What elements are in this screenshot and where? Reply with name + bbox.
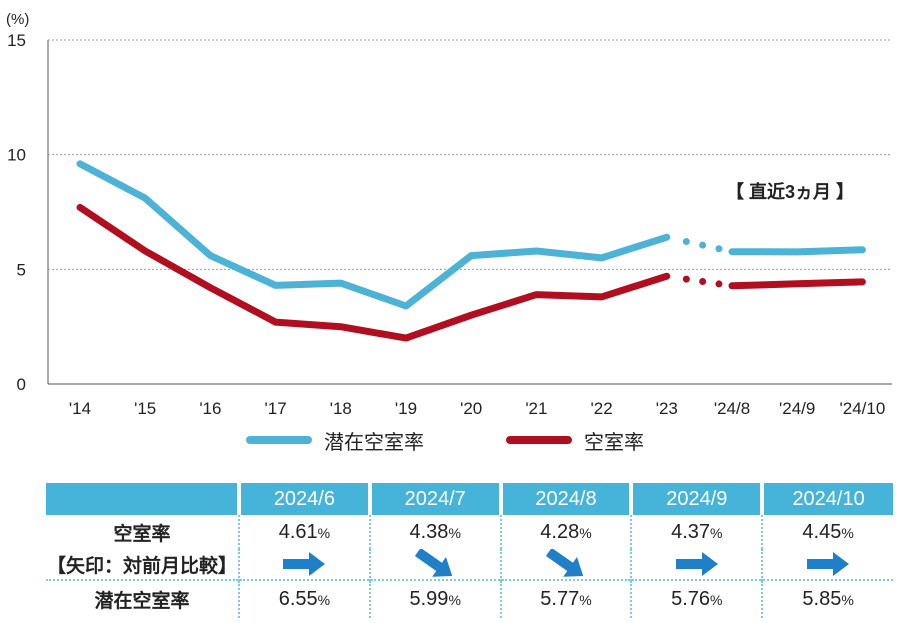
latent-cell: 5.85% — [761, 579, 893, 618]
monthly-summary-table: 2024/6 2024/7 2024/8 2024/9 2024/10 空室率 … — [46, 483, 893, 618]
vacancy-cell: 4.38% — [368, 515, 501, 549]
table-row-vacancy: 空室率 4.61% 4.38% 4.28% 4.37% 4.45% — [46, 515, 893, 549]
latent-cell: 5.77% — [499, 579, 632, 618]
arrow-down-right-icon — [415, 549, 453, 577]
legend-label-vacancy: 空室率 — [584, 431, 644, 454]
recent-three-months-annotation: 【 直近3ヵ月 】 — [726, 182, 855, 202]
table-header-row: 2024/6 2024/7 2024/8 2024/9 2024/10 — [46, 483, 893, 515]
x-tick-label: '17 — [265, 399, 287, 418]
series-bridge-dot — [682, 275, 690, 283]
x-tick-label: '19 — [395, 399, 417, 418]
row-label-arrow: 【矢印：対前月比較】 — [46, 555, 237, 577]
table-row-latent: 潜在空室率 6.55% 5.99% 5.77% 5.76% 5.85% — [46, 579, 893, 618]
vacancy-cell: 4.61% — [238, 515, 370, 549]
legend-item-latent: 潜在空室率 — [246, 427, 424, 454]
line-chart: (%) 0 5 10 15 '14 '15 '16 '17 '18 '19 '20 '21 '22 '2… — [6, 11, 892, 418]
trend-arrow-cell — [238, 549, 370, 580]
x-tick-label: '20 — [460, 399, 482, 418]
x-tick-label: '21 — [525, 399, 547, 418]
arrow-right-icon — [807, 552, 850, 576]
y-tick-label: 5 — [17, 260, 26, 279]
x-tick-label: '14 — [69, 399, 91, 418]
legend-item-vacancy: 空室率 — [506, 427, 644, 454]
header-month: 2024/9 — [629, 483, 763, 515]
legend-label-latent: 潜在空室率 — [324, 431, 424, 454]
series-bridge-dot — [715, 245, 723, 253]
latent-cell: 5.99% — [368, 579, 501, 618]
x-tick-label: '24/9 — [779, 399, 815, 418]
header-month: 2024/8 — [498, 483, 632, 515]
latent-cell: 5.76% — [630, 579, 763, 618]
arrow-down-right-icon — [545, 549, 584, 577]
y-tick-label: 10 — [7, 146, 26, 165]
gridlines — [47, 39, 892, 385]
series-line-recent — [728, 278, 866, 290]
series-line-recent — [728, 246, 866, 256]
table-row-arrows: 【矢印：対前月比較】 — [46, 549, 893, 580]
y-unit-label: (%) — [6, 11, 29, 28]
legend-swatch-latent — [246, 436, 312, 444]
latent-cell: 6.55% — [238, 579, 370, 618]
trend-arrow-cell — [499, 549, 632, 580]
series-bridge-dot — [682, 238, 690, 246]
x-tick-label: '23 — [656, 399, 678, 418]
series-line-annual — [76, 203, 671, 342]
x-tick-label: '24/8 — [714, 399, 750, 418]
series-bridge-dot — [699, 241, 707, 249]
header-month: 2024/6 — [237, 483, 370, 515]
header-month: 2024/10 — [760, 483, 893, 515]
x-tick-label: '15 — [134, 399, 156, 418]
series-bridge-dot — [715, 280, 723, 288]
trend-arrow-cell — [761, 549, 893, 580]
legend-swatch-vacancy — [506, 436, 572, 444]
vacancy-cell: 4.45% — [761, 515, 893, 549]
y-axis-ticks: 0 5 10 15 — [7, 31, 26, 394]
row-label-latent: 潜在空室率 — [46, 579, 239, 618]
y-tick-label: 15 — [7, 31, 26, 50]
x-tick-label: '18 — [330, 399, 352, 418]
trend-arrow-cell — [630, 549, 763, 580]
x-axis-ticks: '14 '15 '16 '17 '18 '19 '20 '21 '22 '23 '24/8 '24/9… — [69, 399, 885, 418]
series-bridge-dot — [699, 278, 707, 286]
x-tick-label: '16 — [199, 399, 221, 418]
y-tick-label: 0 — [17, 375, 26, 394]
x-tick-label: '22 — [591, 399, 613, 418]
series-line-annual — [76, 160, 671, 310]
header-month: 2024/7 — [367, 483, 501, 515]
series-lines — [76, 160, 866, 342]
arrow-right-icon — [283, 552, 326, 576]
vacancy-cell: 4.37% — [630, 515, 763, 549]
x-tick-label: '24/10 — [840, 399, 886, 418]
vacancy-cell: 4.28% — [499, 515, 632, 549]
row-label-vacancy: 空室率 — [113, 523, 171, 545]
header-blank — [46, 483, 239, 515]
trend-arrow-cell — [368, 549, 501, 580]
arrow-right-icon — [675, 552, 718, 576]
